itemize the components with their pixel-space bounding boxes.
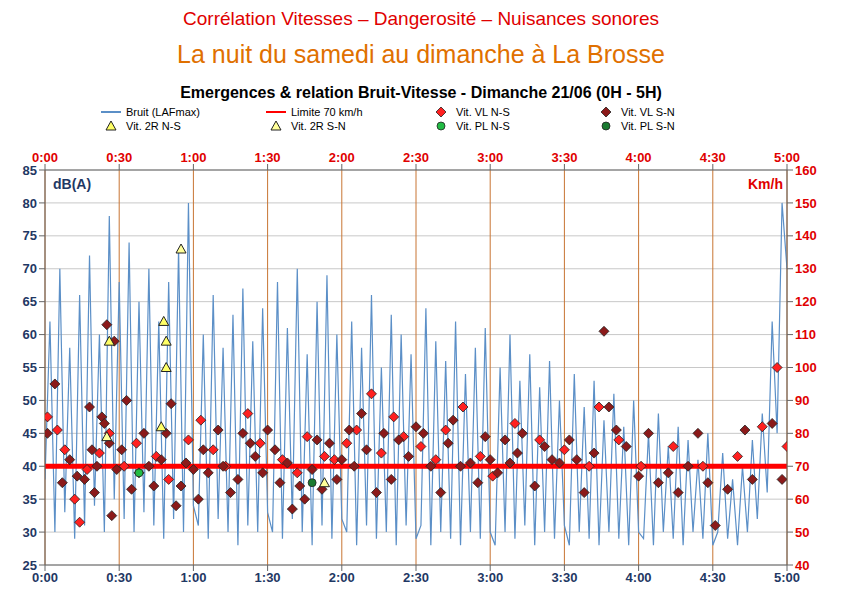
html-text:Km/h: Km/h — [748, 176, 783, 192]
html-text:Corrélation Vitesses – Dangero: Corrélation Vitesses – Dangerosité – Nui… — [183, 8, 659, 29]
svg-text:2:00: 2:00 — [329, 570, 355, 585]
svg-text:50: 50 — [23, 393, 37, 408]
svg-text:140: 140 — [795, 228, 817, 243]
svg-text:4:30: 4:30 — [700, 570, 726, 585]
svg-text:100: 100 — [795, 360, 817, 375]
html-text:Vit. 2R S-N: Vit. 2R S-N — [291, 120, 346, 132]
svg-text:70: 70 — [23, 261, 37, 276]
svg-text:60: 60 — [23, 327, 37, 342]
html-text:La nuit du samedi au dimanche: La nuit du samedi au dimanche à La Bross… — [177, 40, 665, 68]
html-text:Vit. PL S-N: Vit. PL S-N — [621, 120, 675, 132]
svg-text:75: 75 — [23, 228, 37, 243]
svg-text:2:30: 2:30 — [403, 150, 429, 165]
html-text:dB(A): dB(A) — [53, 176, 92, 192]
html-text:Limite 70 km/h: Limite 70 km/h — [291, 106, 363, 118]
svg-text:5:00: 5:00 — [774, 570, 800, 586]
svg-text:90: 90 — [795, 393, 809, 408]
svg-text:120: 120 — [795, 294, 817, 309]
svg-text:25: 25 — [23, 558, 37, 573]
svg-text:30: 30 — [23, 525, 37, 540]
svg-text:3:00: 3:00 — [477, 570, 503, 585]
svg-text:4:00: 4:00 — [626, 570, 652, 585]
svg-text:150: 150 — [795, 196, 817, 211]
svg-text:65: 65 — [23, 294, 37, 309]
svg-text:1:30: 1:30 — [255, 570, 281, 585]
svg-text:55: 55 — [23, 360, 37, 375]
svg-text:0:00: 0:00 — [32, 150, 58, 165]
svg-text:80: 80 — [795, 426, 809, 441]
svg-text:60: 60 — [795, 492, 809, 507]
svg-text:70: 70 — [795, 459, 809, 474]
html-text:Vit. VL S-N: Vit. VL S-N — [621, 106, 675, 118]
svg-text:45: 45 — [23, 426, 37, 441]
svg-text:1:00: 1:00 — [180, 150, 206, 165]
svg-text:3:30: 3:30 — [551, 570, 577, 585]
svg-text:40: 40 — [23, 459, 37, 474]
svg-text:4:00: 4:00 — [626, 150, 652, 165]
html-text:Vit. 2R N-S: Vit. 2R N-S — [126, 120, 181, 132]
svg-text:1:30: 1:30 — [255, 150, 281, 165]
svg-text:160: 160 — [795, 163, 817, 178]
svg-text:130: 130 — [795, 261, 817, 276]
svg-text:3:30: 3:30 — [551, 150, 577, 165]
svg-text:1:00: 1:00 — [180, 570, 206, 585]
svg-text:80: 80 — [23, 196, 37, 211]
svg-text:35: 35 — [23, 492, 37, 507]
svg-text:0:00: 0:00 — [32, 570, 58, 586]
html-text:Emergences & relation Bruit-Vi: Emergences & relation Bruit-Vitesse - Di… — [180, 84, 662, 101]
html-text:Vit. VL N-S: Vit. VL N-S — [456, 106, 510, 118]
svg-text:4:30: 4:30 — [700, 150, 726, 165]
svg-text:3:00: 3:00 — [477, 150, 503, 165]
svg-text:85: 85 — [23, 163, 37, 178]
html-text:Vit. PL N-S: Vit. PL N-S — [456, 120, 510, 132]
svg-text:0:30: 0:30 — [106, 570, 132, 585]
svg-text:5:00: 5:00 — [774, 150, 800, 165]
svg-text:2:00: 2:00 — [329, 150, 355, 165]
svg-text:0:30: 0:30 — [106, 150, 132, 165]
svg-text:2:30: 2:30 — [403, 570, 429, 585]
svg-text:40: 40 — [795, 558, 809, 573]
svg-text:50: 50 — [795, 525, 809, 540]
svg-text:110: 110 — [795, 327, 816, 342]
html-text:Bruit (LAFmax): Bruit (LAFmax) — [126, 106, 200, 118]
